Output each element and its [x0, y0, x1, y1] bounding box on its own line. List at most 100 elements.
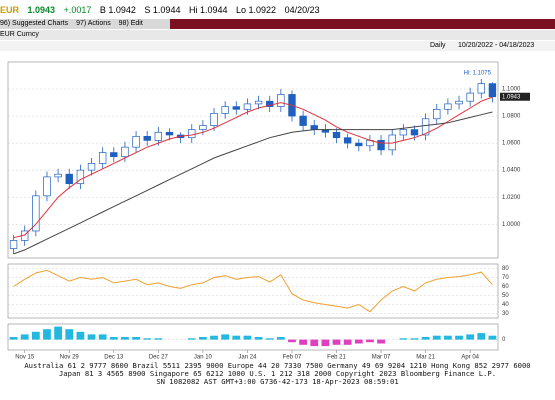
last-price-box	[500, 92, 530, 101]
x-tick-label: Nov 29	[60, 355, 80, 361]
last-price: 1.0943	[27, 5, 56, 15]
histogram-bar	[354, 339, 363, 344]
y-tick-label: 80	[502, 266, 509, 272]
histogram-bar	[54, 326, 63, 340]
y-tick-label: 30	[502, 311, 509, 317]
range-bar: Daily 10/20/2022 - 04/18/2023	[0, 41, 555, 51]
histogram-bar	[466, 334, 475, 340]
moving-average	[13, 96, 493, 239]
histogram-bar	[366, 339, 374, 343]
candle-body	[232, 106, 240, 110]
histogram-bar	[276, 337, 285, 340]
candle-body	[121, 146, 129, 157]
histogram-bar	[143, 338, 152, 340]
candle-body	[210, 113, 218, 126]
histogram-bar	[9, 337, 18, 340]
histogram-bar	[31, 331, 40, 340]
histogram-bar	[43, 329, 51, 340]
histogram-bar	[65, 329, 74, 340]
histogram-bar	[288, 339, 296, 343]
footer: Australia 61 2 9777 8600 Brazil 5511 239…	[0, 362, 555, 386]
high: Hi 1.0944	[188, 5, 228, 15]
candle-body	[165, 131, 174, 136]
histogram-bar	[132, 337, 140, 340]
candle-body	[143, 135, 151, 141]
security-bar: EUR Curncy	[0, 30, 555, 40]
histogram-bar	[432, 335, 441, 340]
histogram-bar	[477, 333, 486, 340]
candle-body	[254, 100, 263, 105]
panel-frame	[7, 323, 499, 351]
histogram-bar	[254, 337, 263, 340]
x-tick-label: Jan 10	[194, 355, 213, 361]
candle-body	[132, 135, 140, 148]
candle-body	[466, 92, 474, 102]
change: +.0017	[63, 5, 92, 15]
moving-average	[13, 111, 493, 255]
panel-frame	[7, 263, 499, 319]
candle-body	[65, 173, 73, 185]
histogram-bar	[198, 337, 207, 340]
candle-body	[343, 137, 352, 144]
histogram-bar	[377, 339, 385, 344]
y-tick-label: 1.0000	[502, 222, 521, 228]
menu-band	[170, 19, 555, 29]
candle-body	[221, 106, 229, 114]
histogram-bar	[321, 339, 330, 347]
x-tick-label: Nov 15	[15, 355, 35, 361]
high-annotation: Hi: 1.1075	[464, 70, 492, 76]
histogram-bar	[232, 335, 241, 340]
candle-body	[9, 240, 18, 249]
panel-frame	[7, 61, 499, 259]
histogram-bar	[488, 335, 497, 340]
histogram-bar	[98, 334, 107, 340]
x-tick-label: Jan 24	[238, 355, 257, 361]
x-tick-label: Feb 07	[283, 355, 302, 361]
menu-item[interactable]: 96) Suggested Charts	[0, 20, 69, 27]
candle-body	[199, 125, 207, 130]
time: 04/20/23	[284, 5, 320, 15]
candle-body	[54, 173, 62, 178]
y-tick-label: 1.0800	[502, 114, 521, 120]
period[interactable]: Daily	[430, 42, 446, 49]
candle-body	[421, 118, 430, 136]
histogram-bar	[109, 337, 118, 340]
candle-body	[444, 103, 452, 110]
histogram-bar	[343, 339, 352, 345]
candle-body	[188, 129, 196, 139]
candle-body	[243, 103, 252, 110]
histogram-bar	[221, 334, 230, 340]
y-tick-label: 1.0400	[502, 168, 521, 174]
histogram-bar	[154, 338, 163, 340]
histogram-bar	[443, 335, 452, 340]
indicator-line	[13, 269, 493, 313]
candle-body	[433, 108, 441, 120]
histogram-bar	[310, 339, 319, 347]
x-tick-label: Mar 21	[416, 355, 435, 361]
menu-item[interactable]: 97) Actions	[76, 20, 111, 27]
candle-body	[477, 83, 485, 94]
histogram-bar	[421, 337, 430, 340]
histogram-bar	[187, 338, 196, 340]
histogram-bar	[87, 334, 96, 340]
candle-body	[76, 169, 85, 185]
histogram-bar	[121, 337, 129, 340]
date-range[interactable]: 10/20/2022 - 04/18/2023	[458, 42, 535, 49]
histogram-bar	[265, 338, 274, 340]
footer-line: Japan 81 3 4565 8900 Singapore 65 6212 1…	[58, 369, 497, 378]
x-tick-label: Feb 21	[327, 355, 346, 361]
candle-body	[32, 195, 40, 232]
security[interactable]: EUR Curncy	[0, 31, 39, 38]
y-tick-label: 70	[502, 275, 509, 281]
histogram-bar	[455, 335, 463, 340]
quote-bar: EUR 1.0943 +.0017 B 1.0942 S 1.0944 Hi 1…	[0, 2, 555, 18]
menu-bar: 96) Suggested Charts 97) Actions 98) Edi…	[0, 19, 555, 29]
y-tick-label: 1.1000	[502, 87, 521, 93]
y-tick-label: 0	[502, 337, 506, 343]
x-tick-label: Apr 04	[461, 355, 479, 361]
x-tick-label: Dec 27	[149, 355, 169, 361]
candle-body	[87, 163, 96, 171]
histogram-bar	[243, 335, 252, 340]
menu-item[interactable]: 98) Edit	[118, 20, 143, 27]
